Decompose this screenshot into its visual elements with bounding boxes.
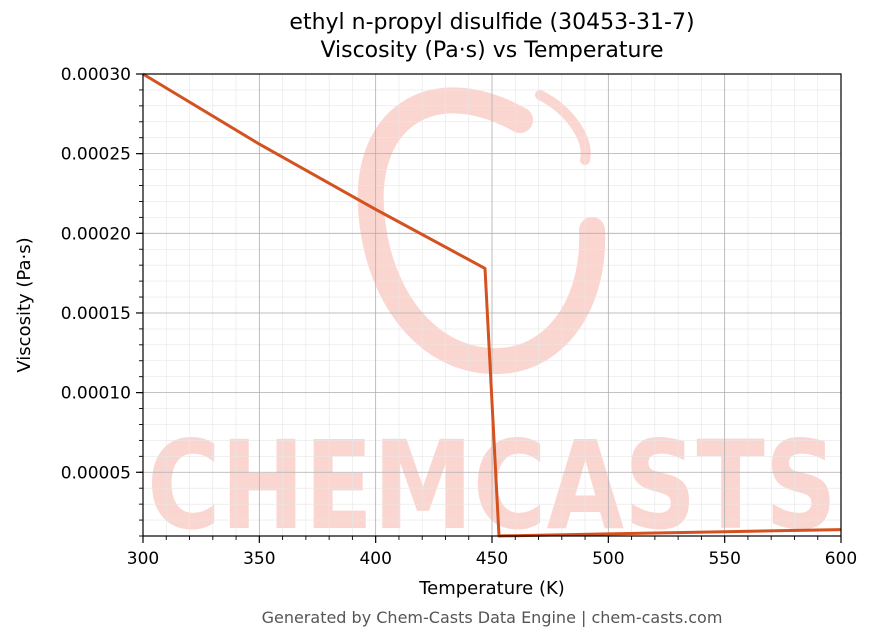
x-tick-label: 550 <box>708 549 740 569</box>
y-tick-label: 0.00020 <box>61 224 131 244</box>
footer-credit: Generated by Chem-Casts Data Engine | ch… <box>261 608 723 627</box>
x-tick-labels: 300 350 400 450 500 550 600 <box>127 549 857 569</box>
x-tick-label: 400 <box>359 549 391 569</box>
x-tick-label: 450 <box>476 549 508 569</box>
y-tick-label: 0.00025 <box>61 145 131 165</box>
x-tick-label: 300 <box>127 549 159 569</box>
x-tick-label: 600 <box>825 549 857 569</box>
axis-ticks <box>136 73 842 543</box>
y-tick-labels: 0.00005 0.00010 0.00015 0.00020 0.00025 0.000… <box>61 65 131 483</box>
chart-subtitle: Viscosity (Pa·s) vs Temperature <box>320 38 664 63</box>
watermark-swirl-icon <box>357 87 606 375</box>
y-tick-label: 0.00030 <box>61 65 131 85</box>
y-axis-label: Viscosity (Pa·s) <box>14 237 35 372</box>
x-tick-label: 350 <box>243 549 275 569</box>
y-tick-label: 0.00010 <box>61 384 131 404</box>
y-tick-label: 0.00005 <box>61 463 131 483</box>
series-layer <box>142 72 842 538</box>
x-axis-label: Temperature (K) <box>418 578 565 599</box>
x-tick-label: 500 <box>592 549 624 569</box>
chart-title: ethyl n-propyl disulfide (30453-31-7) <box>289 10 695 35</box>
viscosity-line <box>142 72 842 538</box>
y-tick-label: 0.00015 <box>61 304 131 324</box>
